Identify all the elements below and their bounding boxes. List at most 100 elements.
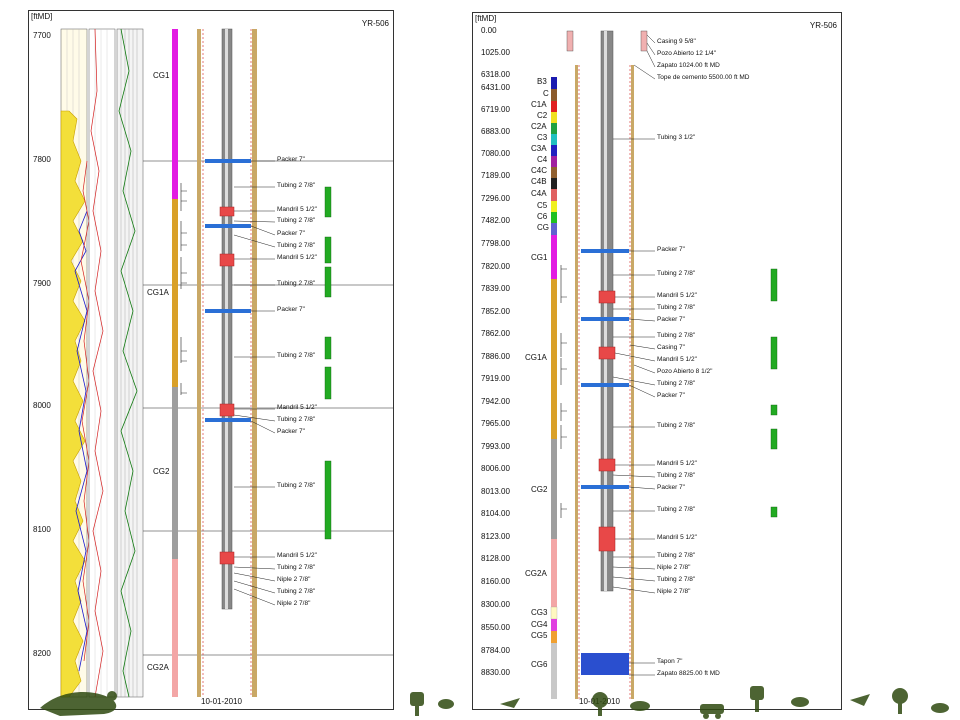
right-depth-tick: 8013.00 <box>481 487 510 496</box>
right-depth-tick: 8123.00 <box>481 532 510 541</box>
component-label: Packer 7" <box>657 316 685 323</box>
component-label: Packer 7" <box>657 392 685 399</box>
component-label: Packer 7" <box>277 306 305 313</box>
left-depth-tick: 7700 <box>33 31 51 40</box>
leaf-icon <box>438 699 454 709</box>
component-label: Packer 7" <box>277 156 305 163</box>
component-label: Tubing 2 7/8" <box>657 304 696 311</box>
right-depth-tick: 7919.00 <box>481 374 510 383</box>
right-depth-tick: 6719.00 <box>481 105 510 114</box>
component-label: Pozo Abierto 8 1/2" <box>657 368 713 375</box>
right-depth-tick: 8160.00 <box>481 577 510 586</box>
right-depth-tick: 7482.00 <box>481 216 510 225</box>
component-label: Tubing 2 7/8" <box>277 280 316 287</box>
right-zone-label: CG3 <box>531 608 548 617</box>
right-zone-label: C4 <box>537 155 548 164</box>
component-label: Tubing 2 7/8" <box>657 332 696 339</box>
component-label: Packer 7" <box>277 230 305 237</box>
component-label: Tubing 2 7/8" <box>277 352 316 359</box>
right-zone-label: C <box>543 89 549 98</box>
right-depth-tick: 8006.00 <box>481 464 510 473</box>
component-label: Tubing 2 7/8" <box>277 482 316 489</box>
leaf-icon <box>630 701 650 711</box>
component-label: Niple 2 7/8" <box>277 600 311 607</box>
car-icon <box>700 704 724 719</box>
component-label: Niple 2 7/8" <box>657 588 691 595</box>
component-label: Mandril 5 1/2" <box>657 292 697 299</box>
right-depth-tick: 8128.00 <box>481 554 510 563</box>
left-depth-tick: 8200 <box>33 649 51 658</box>
left-well-log-panel: [ftMD] YR-506 7700 7800 7900 8000 8100 8… <box>28 10 394 710</box>
right-zone-label: C3 <box>537 133 548 142</box>
component-label: Packer 7" <box>277 428 305 435</box>
right-depth-tick: 6883.00 <box>481 127 510 136</box>
right-depth-tick: 7852.00 <box>481 307 510 316</box>
right-zone-label: C2A <box>531 122 547 131</box>
left-well-name: YR-506 <box>361 19 389 28</box>
component-label: Tope de cemento 5500.00 ft MD <box>657 74 750 81</box>
iguana-icon <box>40 691 117 716</box>
component-label: Tubing 2 7/8" <box>277 217 316 224</box>
component-label: Mandril 5 1/2" <box>657 356 697 363</box>
right-depth-tick: 8550.00 <box>481 623 510 632</box>
right-depth-tick: 7862.00 <box>481 329 510 338</box>
right-zone-label: CG <box>537 223 549 232</box>
right-depth-tick: 6318.00 <box>481 70 510 79</box>
right-zone-label: CG1 <box>531 253 548 262</box>
right-log-graphics <box>550 30 778 699</box>
right-well-name: YR-506 <box>809 21 837 30</box>
tree-icon <box>592 692 608 716</box>
left-depth-tick: 7800 <box>33 155 51 164</box>
component-label: Mandril 5 1/2" <box>277 206 317 213</box>
component-label: Tapon 7" <box>657 658 683 665</box>
right-zone-label: CG4 <box>531 620 548 629</box>
component-label: Tubing 2 7/8" <box>277 182 316 189</box>
right-depth-tick: 1025.00 <box>481 48 510 57</box>
right-depth-tick: 7820.00 <box>481 262 510 271</box>
right-depth-tick: 7993.00 <box>481 442 510 451</box>
tree-icon <box>410 692 424 716</box>
right-depth-tick: 7296.00 <box>481 194 510 203</box>
component-label: Casing 9 5/8" <box>657 38 696 45</box>
right-depth-tick: 0.00 <box>481 26 497 35</box>
component-label: Tubing 2 7/8" <box>657 380 696 387</box>
right-zone-label: CG2 <box>531 485 548 494</box>
left-zone-label: CG2 <box>153 467 170 476</box>
right-depth-tick: 7942.00 <box>481 397 510 406</box>
component-label: Mandril 5 1/2" <box>277 404 317 411</box>
component-label: Niple 2 7/8" <box>277 576 311 583</box>
right-depth-tick: 7839.00 <box>481 284 510 293</box>
component-label: Mandril 5 1/2" <box>277 552 317 559</box>
left-zone-label: CG1 <box>153 71 170 80</box>
component-label: Mandril 5 1/2" <box>277 254 317 261</box>
right-zone-label: CG1A <box>525 353 547 362</box>
right-depth-tick: 7886.00 <box>481 352 510 361</box>
right-zone-label: C2 <box>537 111 548 120</box>
right-depth-tick: 8104.00 <box>481 509 510 518</box>
component-label: Zapato 8825.00 ft MD <box>657 670 720 677</box>
component-label: Tubing 2 7/8" <box>657 422 696 429</box>
right-depth-tick: 7189.00 <box>481 171 510 180</box>
component-label: Tubing 3 1/2" <box>657 134 696 141</box>
component-label: Tubing 2 7/8" <box>277 242 316 249</box>
right-unit-label: [ftMD] <box>475 14 497 23</box>
left-log-graphics <box>60 28 393 698</box>
right-zone-label: CG5 <box>531 631 548 640</box>
component-label: Packer 7" <box>657 484 685 491</box>
right-well-log-panel: [ftMD] YR-506 <box>472 12 842 710</box>
component-label: Tubing 2 7/8" <box>657 576 696 583</box>
right-depth-tick: 8830.00 <box>481 668 510 677</box>
right-depth-tick: 7965.00 <box>481 419 510 428</box>
left-zone-label: CG1A <box>147 288 169 297</box>
footer-decorative-band <box>40 686 949 719</box>
left-depth-tick: 7900 <box>33 279 51 288</box>
left-depth-tick: 8000 <box>33 401 51 410</box>
right-zone-label: C4B <box>531 177 547 186</box>
component-label: Tubing 2 7/8" <box>657 270 696 277</box>
right-depth-tick: 7080.00 <box>481 149 510 158</box>
right-zone-label: C5 <box>537 201 548 210</box>
component-label: Mandril 5 1/2" <box>657 460 697 467</box>
component-label: Tubing 2 7/8" <box>277 564 316 571</box>
component-label: Pozo Abierto 12 1/4" <box>657 50 717 57</box>
left-date: 10-01-2010 <box>201 697 242 706</box>
